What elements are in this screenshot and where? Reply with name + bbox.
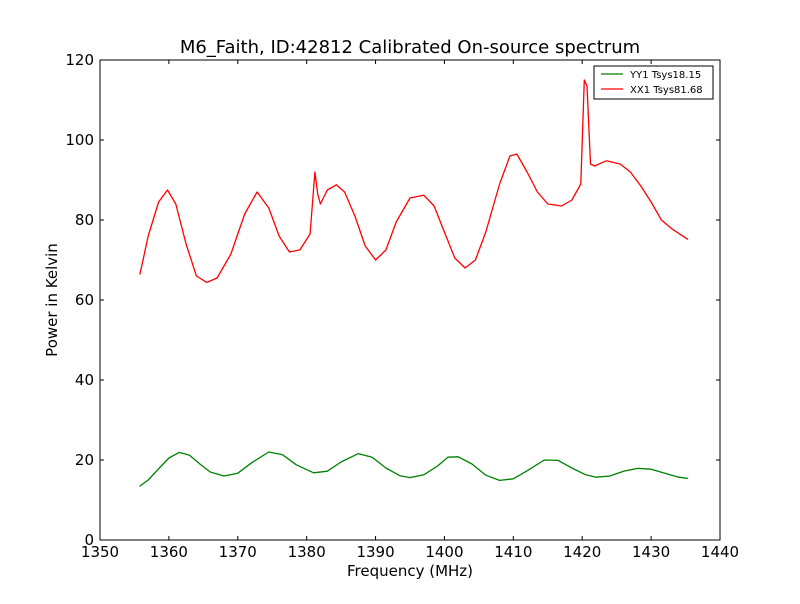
x-tick-label: 1380 (288, 543, 326, 561)
chart-title: M6_Faith, ID:42812 Calibrated On-source … (180, 37, 640, 58)
y-tick-label: 100 (65, 131, 94, 149)
x-tick-label: 1440 (701, 543, 739, 561)
tick-layer: 1350 1360 1370 1380 1390 1400 1410 1420 1430 1440… (65, 51, 739, 561)
y-tick-label: 40 (75, 371, 94, 389)
plot-area (100, 60, 720, 540)
series-line-1 (139, 79, 689, 284)
y-tick-label: 20 (75, 451, 94, 469)
x-tick-label: 1420 (563, 543, 601, 561)
x-tick-label: 1400 (425, 543, 463, 561)
y-tick-label: 120 (65, 51, 94, 69)
legend-label-yy1: YY1 Tsys18.15 (629, 70, 701, 81)
series-line-0 (139, 451, 689, 487)
y-axis-label: Power in Kelvin (43, 243, 61, 357)
series-layer (139, 79, 689, 487)
x-tick-label: 1360 (150, 543, 188, 561)
x-tick-label: 1390 (356, 543, 394, 561)
legend: YY1 Tsys18.15 XX1 Tsys81.68 (593, 65, 714, 100)
legend-box (593, 65, 714, 100)
x-tick-label: 1410 (494, 543, 532, 561)
y-tick-label: 80 (75, 211, 94, 229)
x-tick-label: 1350 (81, 543, 119, 561)
y-tick-label: 60 (75, 291, 94, 309)
x-tick-label: 1430 (632, 543, 670, 561)
x-axis-label: Frequency (MHz) (347, 562, 473, 580)
legend-label-xx1: XX1 Tsys81.68 (630, 85, 703, 96)
x-tick-label: 1370 (219, 543, 257, 561)
y-tick-label: 0 (84, 531, 94, 549)
